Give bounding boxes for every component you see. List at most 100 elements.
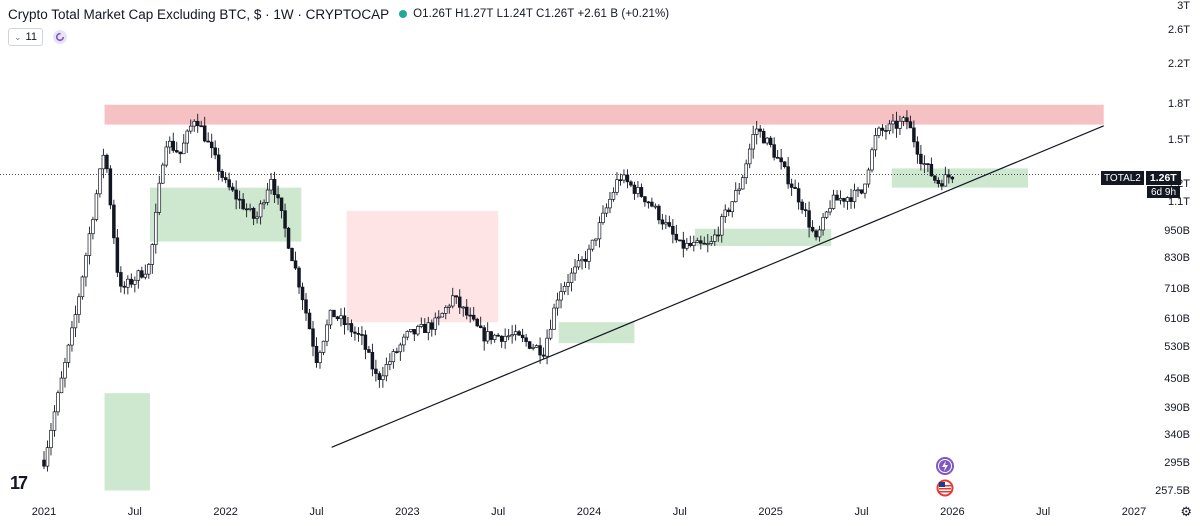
candle-body (720, 216, 724, 236)
candle-body (234, 189, 238, 200)
candle (933, 175, 937, 184)
candle-body (367, 349, 371, 353)
candle-body (919, 153, 923, 165)
candle-body (105, 154, 109, 170)
candle-body (244, 208, 249, 211)
ichimoku-cloud (104, 168, 1029, 491)
candle (758, 125, 762, 138)
candle-body (297, 267, 301, 288)
tradingview-logo[interactable]: 17 (10, 473, 28, 493)
y-axis-tick: 830B (1164, 251, 1190, 264)
candle (119, 266, 123, 293)
candle-body (101, 154, 106, 170)
candle-body (45, 447, 50, 467)
candle-body (933, 175, 937, 181)
refresh-icon[interactable] (52, 30, 67, 44)
candle (520, 328, 525, 343)
candle (842, 197, 846, 208)
candle (206, 132, 210, 143)
candle-body (133, 279, 137, 285)
candle (80, 275, 85, 300)
candle (611, 187, 616, 202)
candle-body (706, 243, 710, 245)
candle (747, 143, 752, 169)
candle-body (898, 120, 902, 129)
candle-body (779, 157, 783, 163)
candle (772, 137, 776, 161)
candle (845, 196, 850, 210)
candle-body (265, 189, 270, 203)
candle-body (699, 240, 703, 244)
candle-body (119, 272, 123, 287)
resistance-zone (104, 104, 1104, 125)
candle (290, 247, 294, 262)
candle-body (657, 205, 661, 221)
candle (346, 317, 350, 331)
candle (793, 179, 797, 189)
candle-body (241, 199, 245, 210)
candle (213, 140, 217, 160)
y-axis-tick: 390B (1164, 401, 1190, 414)
candle-body (608, 198, 612, 209)
indicators-toggle[interactable]: ⌄ 11 (8, 28, 43, 46)
candle (437, 310, 441, 326)
candle (817, 225, 822, 242)
candle-body (412, 329, 417, 335)
candle (796, 182, 801, 210)
candle (318, 350, 322, 369)
candle (866, 167, 871, 188)
candle (115, 228, 120, 278)
candle (702, 236, 707, 245)
x-axis-tick: 2025 (758, 506, 783, 518)
candle (363, 330, 368, 360)
candle-body (353, 331, 357, 334)
candle-body (464, 306, 469, 316)
candle (653, 203, 658, 210)
candle (321, 340, 326, 356)
candle (45, 440, 50, 472)
candle-body (454, 295, 458, 298)
candle (646, 200, 651, 209)
candle-body (91, 219, 95, 235)
candle-body (814, 230, 818, 238)
candle-body (894, 120, 899, 129)
symbol-title[interactable]: Crypto Total Market Cap Excluding BTC, $… (8, 6, 390, 22)
candle-body (625, 174, 630, 183)
us-flag-icon[interactable] (936, 479, 954, 497)
gear-icon[interactable]: ⚙ (1180, 504, 1192, 519)
lightning-icon[interactable] (936, 457, 954, 475)
candle (433, 312, 438, 336)
market-status-icon (399, 10, 408, 18)
candle (716, 226, 721, 242)
y-axis-tick: 2.6T (1167, 24, 1190, 37)
candle-body (702, 242, 707, 245)
candle (185, 129, 189, 153)
candle-body (391, 351, 396, 363)
candle-body (510, 334, 514, 337)
candle-body (126, 278, 130, 288)
candle (395, 347, 399, 354)
candle-body (335, 316, 340, 320)
ascending-trendline[interactable] (331, 125, 1104, 448)
candle-body (122, 285, 127, 288)
candle (171, 132, 176, 153)
candle-body (950, 176, 955, 180)
candlestick-series[interactable] (42, 110, 955, 472)
candle (63, 357, 67, 388)
y-axis-tick: 450B (1164, 373, 1190, 386)
candle (342, 307, 347, 335)
candle (42, 451, 46, 470)
candle (349, 319, 354, 337)
candle-body (206, 140, 210, 143)
candle-body (800, 201, 804, 211)
candle-body (63, 362, 67, 379)
candle (538, 337, 542, 364)
candle (660, 213, 665, 230)
candle (314, 337, 319, 368)
candle (451, 287, 455, 309)
candle (947, 169, 951, 184)
candle (506, 328, 511, 341)
candle-body (98, 168, 102, 195)
candle (590, 239, 595, 252)
